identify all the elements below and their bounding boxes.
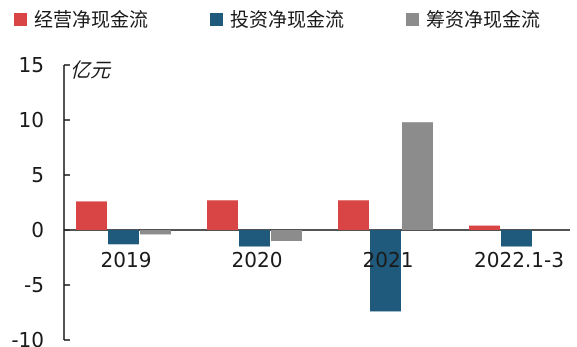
y-tick-label: 15: [19, 53, 44, 77]
bar-2021-series-1: [338, 200, 369, 230]
bar-2020-series-1: [207, 200, 238, 230]
x-category-label: 2022.1-3: [474, 248, 564, 272]
x-category-label: 2020: [232, 248, 283, 272]
legend: 经营净现金流 投资净现金流 筹资净现金流: [14, 9, 540, 31]
y-axis: 15 10 5 0 -5 -10: [11, 53, 70, 347]
category-labels: 2019 2020 2021 2022.1-3: [101, 248, 564, 272]
bar-2021-series-2: [370, 230, 401, 312]
bar-2022.1-3-series-1: [469, 225, 500, 230]
y-axis-unit-label: 亿元: [70, 58, 112, 82]
legend-swatch-2: [210, 13, 223, 26]
bar-2020-series-3: [271, 230, 302, 241]
bars: [76, 122, 532, 312]
bar-2022.1-3-series-2: [501, 230, 532, 247]
y-tick-label: 5: [31, 163, 44, 187]
bar-2019-series-3: [140, 230, 171, 235]
legend-swatch-1: [14, 13, 27, 26]
legend-label-2: 投资净现金流: [230, 9, 344, 31]
y-tick-label: 10: [19, 108, 44, 132]
y-tick-label: 0: [31, 218, 44, 242]
x-category-label: 2021: [363, 248, 414, 272]
x-category-label: 2019: [101, 248, 152, 272]
legend-swatch-3: [406, 13, 419, 26]
bar-2020-series-2: [239, 230, 270, 247]
legend-label-1: 经营净现金流: [34, 9, 148, 31]
y-tick-label: -5: [24, 273, 44, 297]
bar-2021-series-3: [402, 122, 433, 230]
bar-2019-series-1: [76, 201, 107, 230]
y-tick-label: -10: [11, 328, 44, 347]
bar-2019-series-2: [108, 230, 139, 245]
legend-label-3: 筹资净现金流: [426, 9, 540, 31]
